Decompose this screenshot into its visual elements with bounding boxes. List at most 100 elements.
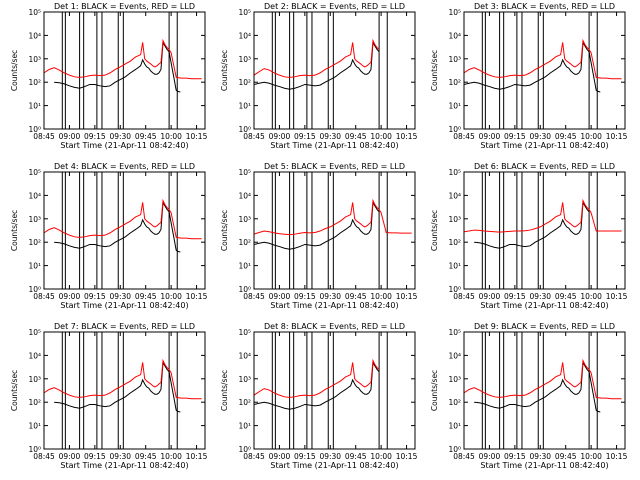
plot-frame (253, 11, 416, 130)
x-tick-label: 09:45 (345, 132, 367, 141)
y-tick-label: 10² (28, 238, 41, 247)
panel-title: Det 7: BLACK = Events, RED = LLD (54, 322, 195, 331)
y-axis-label: Counts/sec (430, 370, 439, 411)
y-tick-label: 10⁴ (448, 31, 461, 40)
plot-frame (43, 11, 206, 130)
detector-panel-9: 08:45 09:00 09:15 09:30 09:45 10:00 10:15 10⁰ 10… (430, 322, 628, 470)
x-tick-label: 10:15 (606, 452, 628, 461)
y-tick-label: 10⁴ (238, 191, 251, 200)
y-tick-label: 10⁰ (28, 285, 41, 294)
y-tick-label: 10⁴ (448, 351, 461, 360)
x-tick-label: 09:15 (84, 132, 106, 141)
panel-title: Det 8: BLACK = Events, RED = LLD (264, 322, 405, 331)
y-tick-label: 10⁰ (448, 125, 461, 134)
x-tick-label: 10:00 (580, 132, 602, 141)
x-tick-label: 09:45 (555, 132, 577, 141)
x-tick-label: 09:45 (555, 292, 577, 301)
x-tick-label: 09:45 (345, 292, 367, 301)
y-tick-label: 10⁴ (28, 191, 41, 200)
y-tick-label: 10² (238, 78, 251, 87)
x-tick-label: 10:15 (396, 292, 418, 301)
x-tick-label: 09:00 (269, 452, 291, 461)
x-tick-label: 10:15 (606, 292, 628, 301)
detector-panel-1: 08:45 09:00 09:15 09:30 09:45 10:00 10:15 10⁰ 10… (10, 2, 208, 150)
series-line-lld (464, 38, 622, 80)
y-tick-label: 10³ (238, 375, 251, 384)
panel-title: Det 5: BLACK = Events, RED = LLD (264, 162, 405, 171)
plot-frame (463, 171, 626, 290)
y-tick-label: 10² (448, 78, 461, 87)
y-tick-label: 10⁵ (28, 328, 41, 337)
y-axis-label: Counts/sec (430, 210, 439, 251)
series-line-lld (254, 198, 412, 236)
y-tick-label: 10² (28, 78, 41, 87)
y-tick-label: 10¹ (238, 422, 251, 431)
x-tick-label: 10:00 (370, 132, 392, 141)
x-tick-label: 09:00 (269, 292, 291, 301)
y-tick-label: 10⁴ (238, 31, 251, 40)
y-axis-label: Counts/sec (10, 210, 19, 251)
plot-frame (463, 331, 626, 450)
y-tick-label: 10³ (28, 375, 41, 384)
y-tick-label: 10¹ (448, 422, 461, 431)
y-tick-label: 10⁴ (28, 351, 41, 360)
y-tick-label: 10⁰ (238, 285, 251, 294)
y-axis-label: Counts/sec (220, 210, 229, 251)
y-tick-label: 10² (448, 398, 461, 407)
plot-frame (43, 171, 206, 290)
series-line-events (254, 360, 380, 410)
x-tick-label: 08:45 (453, 132, 475, 141)
y-tick-label: 10¹ (28, 102, 41, 111)
x-tick-label: 09:30 (109, 452, 131, 461)
y-axis-label: Counts/sec (220, 50, 229, 91)
series-line-events (474, 200, 590, 249)
x-tick-label: 09:00 (59, 292, 81, 301)
panel-title: Det 4: BLACK = Events, RED = LLD (54, 162, 195, 171)
x-tick-label: 09:45 (135, 452, 157, 461)
y-tick-label: 10² (238, 398, 251, 407)
series-line-lld (254, 38, 380, 78)
y-tick-label: 10⁵ (238, 328, 251, 337)
x-axis-label: Start Time (21-Apr-11 08:42:40) (480, 301, 608, 310)
y-tick-label: 10² (448, 238, 461, 247)
series-line-events (474, 360, 601, 413)
x-tick-label: 09:15 (504, 132, 526, 141)
y-tick-label: 10⁰ (28, 445, 41, 454)
x-axis-label: Start Time (21-Apr-11 08:42:40) (60, 141, 188, 150)
y-tick-label: 10⁵ (28, 8, 41, 17)
x-tick-label: 09:15 (504, 292, 526, 301)
x-tick-label: 09:15 (84, 292, 106, 301)
y-tick-label: 10⁵ (28, 168, 41, 177)
x-tick-label: 10:00 (370, 452, 392, 461)
x-tick-label: 09:00 (479, 132, 501, 141)
y-tick-label: 10⁰ (238, 125, 251, 134)
panel-title: Det 9: BLACK = Events, RED = LLD (474, 322, 615, 331)
x-tick-label: 09:30 (529, 452, 551, 461)
x-tick-label: 09:30 (529, 132, 551, 141)
y-tick-label: 10⁵ (448, 328, 461, 337)
plot-frame (43, 331, 206, 450)
y-tick-label: 10⁵ (448, 168, 461, 177)
y-tick-label: 10³ (238, 55, 251, 64)
x-tick-label: 08:45 (243, 132, 265, 141)
y-axis-label: Counts/sec (10, 50, 19, 91)
y-tick-label: 10³ (28, 215, 41, 224)
x-tick-label: 08:45 (453, 292, 475, 301)
x-tick-label: 09:30 (319, 452, 341, 461)
x-axis-label: Start Time (21-Apr-11 08:42:40) (270, 461, 398, 470)
x-tick-label: 09:15 (294, 132, 316, 141)
series-line-lld (44, 358, 202, 400)
series-line-lld (254, 358, 380, 398)
y-tick-label: 10¹ (238, 262, 251, 271)
y-tick-label: 10¹ (448, 262, 461, 271)
series-line-events (254, 200, 380, 250)
plot-frame (463, 11, 626, 130)
y-tick-label: 10³ (238, 215, 251, 224)
panel-title: Det 3: BLACK = Events, RED = LLD (474, 2, 615, 11)
detector-panel-2: 08:45 09:00 09:15 09:30 09:45 10:00 10:15 10⁰ 10… (220, 2, 418, 150)
x-tick-label: 09:00 (479, 452, 501, 461)
series-line-lld (464, 358, 622, 400)
y-tick-label: 10¹ (448, 102, 461, 111)
